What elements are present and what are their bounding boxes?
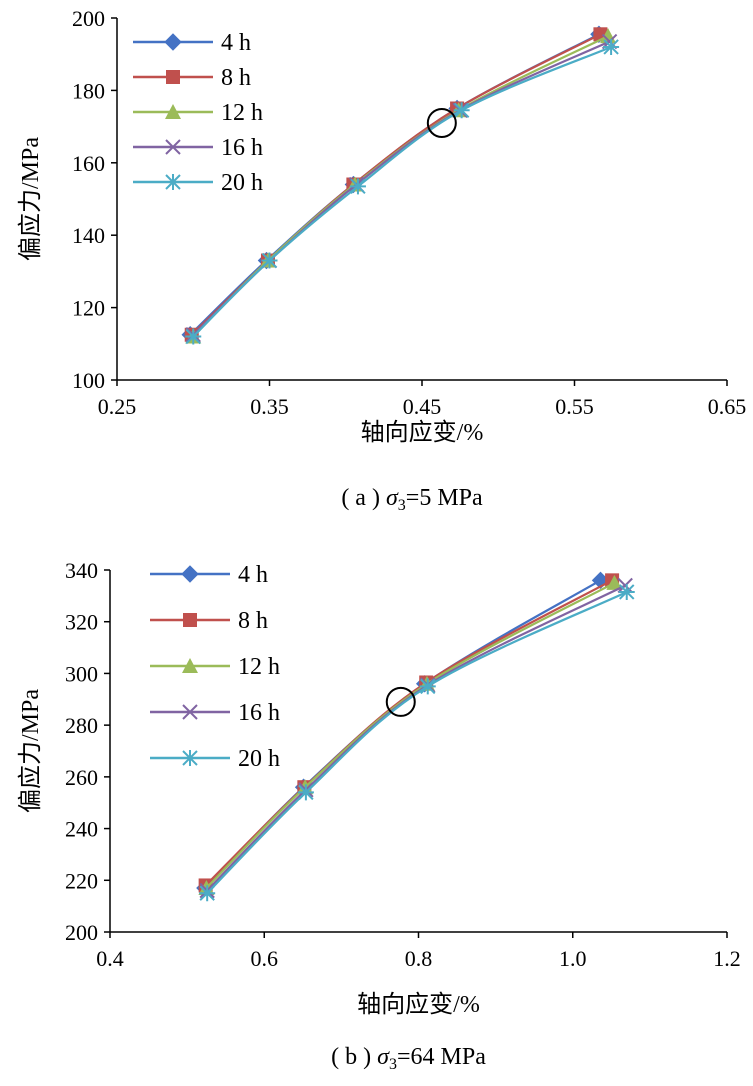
y-tick-label: 200 [65,920,98,945]
legend-label: 20 h [221,170,263,196]
legend-marker [183,613,197,627]
x-tick-label: 0.35 [250,394,289,419]
y-tick-label: 100 [72,368,105,393]
caption-symbol: σ [386,485,399,511]
caption-prefix: ( a ) [341,485,386,511]
legend-marker [181,565,199,583]
caption-value: =64 MPa [397,1044,486,1070]
y-tick-label: 260 [65,765,98,790]
y-tick-label: 240 [65,817,98,842]
x-axis-label: 轴向应变/% [357,991,480,1018]
x-tick-label: 0.6 [251,946,279,971]
legend-marker [182,704,198,720]
x-tick-label: 0.65 [708,394,747,419]
y-tick-label: 120 [72,296,105,321]
x-tick-label: 0.8 [405,946,433,971]
legend-marker [182,658,198,673]
chart-panel-b: 200 220 240 260 280 300 320 340 0.4 0.6 0.8 1.0 1.2 轴… [17,558,741,1073]
series-line-16h [206,584,626,892]
legend-label: 12 h [221,100,263,126]
x-tick-label: 0.45 [403,394,442,419]
y-tick-label: 300 [65,661,98,686]
x-tick-label: 0.25 [98,394,137,419]
y-tick-label: 180 [72,78,105,103]
legend-label: 8 h [238,608,268,634]
highlight-circle [385,686,416,717]
x-axis-label: 轴向应变/% [361,419,484,446]
legend: 4 h 8 h 12 h 16 h 20 h [133,30,263,196]
data-point-20h [603,38,620,55]
data-point-20h [453,102,470,119]
y-axis-label: 偏应力/MPa [17,689,44,813]
y-tick-label: 220 [65,868,98,893]
legend-label: 4 h [221,30,251,56]
legend-marker [166,70,180,84]
y-tick-label: 280 [65,713,98,738]
series-line-20h [206,590,628,894]
data-point-20h [297,784,314,801]
legend-label: 16 h [221,135,263,161]
data-point-20h [618,583,635,600]
series-line-12h [205,581,615,889]
chart-panel-a: 100 120 140 160 180 200 0.25 0.35 0.45 0.55 0.65 轴向… [17,6,746,514]
data-point-20h [349,178,366,195]
legend-marker [164,33,182,51]
y-tick-label: 160 [72,151,105,176]
x-tick-label: 0.55 [555,394,594,419]
y-tick-label: 140 [72,223,105,248]
data-point-20h [185,328,202,345]
legend-label: 16 h [238,700,280,726]
y-tick-label: 340 [65,558,98,583]
legend: 4 h 8 h 12 h 16 h 20 h [150,562,280,772]
y-axis-label: 偏应力/MPa [17,137,44,261]
legend-marker [165,174,181,190]
legend-label: 4 h [238,562,268,588]
x-tick-label: 1.2 [713,946,741,971]
data-point-12h [606,574,623,590]
figure-caption: ( b ) σ3=64 MPa [331,1044,486,1073]
legend-label: 8 h [221,65,251,91]
caption-value: =5 MPa [406,485,483,511]
legend-marker [182,750,198,766]
caption-subscript: 3 [398,497,406,514]
legend-marker [165,104,181,119]
data-point-20h [261,252,278,269]
x-tick-label: 1.0 [559,946,587,971]
caption-symbol: σ [377,1044,390,1070]
figure-caption: ( a ) σ3=5 MPa [341,485,483,514]
caption-prefix: ( b ) [331,1044,377,1070]
x-tick-label: 0.4 [96,946,124,971]
caption-subscript: 3 [389,1056,397,1073]
data-point-20h [199,885,216,902]
y-tick-label: 320 [65,610,98,635]
legend-label: 20 h [238,746,280,772]
y-tick-label: 200 [72,6,105,31]
highlight-circle [426,107,457,138]
legend-marker [165,139,181,155]
legend-label: 12 h [238,654,280,680]
data-point-20h [419,678,436,695]
